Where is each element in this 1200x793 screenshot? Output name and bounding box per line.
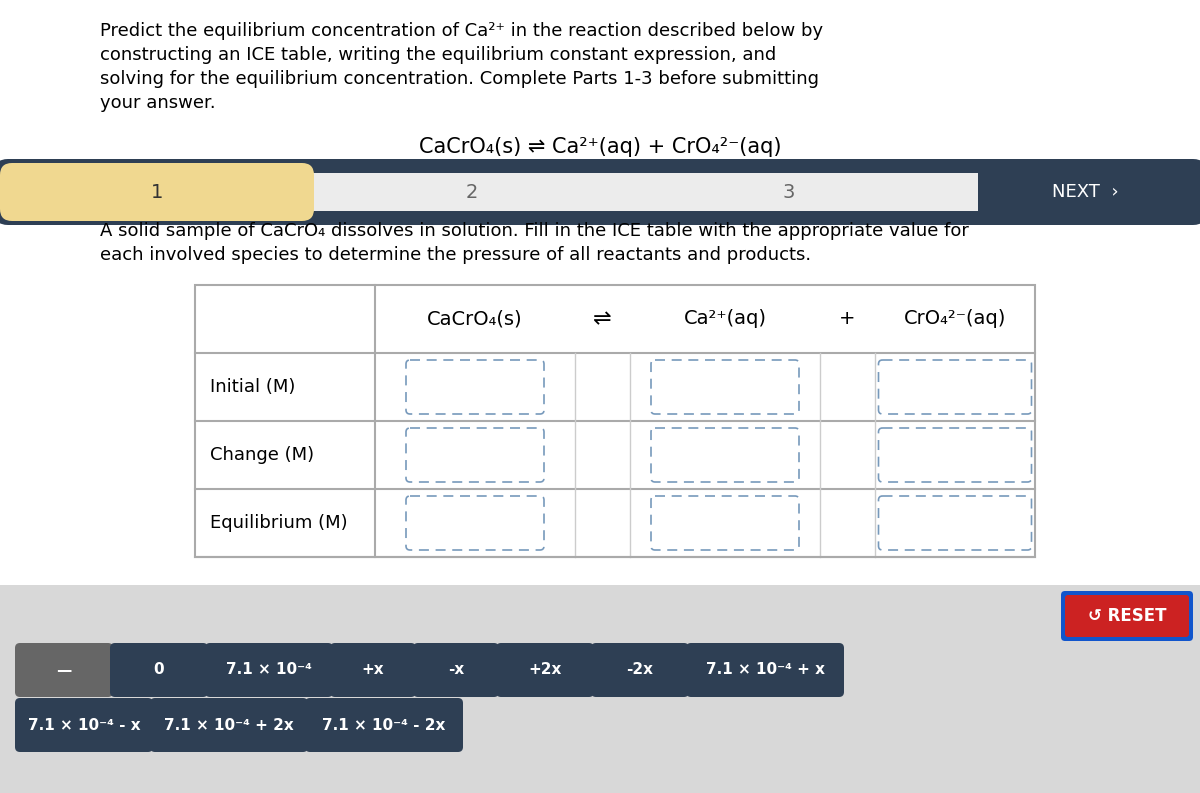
Text: —: —: [56, 662, 72, 677]
Text: NEXT  ›: NEXT ›: [1052, 183, 1118, 201]
Text: -2x: -2x: [626, 662, 654, 677]
FancyBboxPatch shape: [330, 643, 416, 697]
Text: Initial (M): Initial (M): [210, 378, 295, 396]
FancyBboxPatch shape: [1066, 595, 1189, 637]
Text: Change (M): Change (M): [210, 446, 314, 464]
FancyBboxPatch shape: [14, 698, 154, 752]
FancyBboxPatch shape: [413, 643, 499, 697]
Text: +: +: [839, 309, 856, 328]
Text: 7.1 × 10⁻⁴ + x: 7.1 × 10⁻⁴ + x: [706, 662, 824, 677]
FancyBboxPatch shape: [14, 643, 113, 697]
Text: CaCrO₄(s): CaCrO₄(s): [427, 309, 523, 328]
Text: solving for the equilibrium concentration. Complete Parts 1-3 before submitting: solving for the equilibrium concentratio…: [100, 70, 818, 88]
Text: 3: 3: [782, 182, 796, 201]
FancyBboxPatch shape: [1061, 591, 1193, 641]
Text: +2x: +2x: [528, 662, 562, 677]
Text: 7.1 × 10⁻⁴ - 2x: 7.1 × 10⁻⁴ - 2x: [323, 718, 445, 733]
Bar: [194, 285, 1034, 557]
FancyBboxPatch shape: [0, 163, 314, 221]
FancyBboxPatch shape: [110, 643, 208, 697]
Text: 7.1 × 10⁻⁴: 7.1 × 10⁻⁴: [226, 662, 312, 677]
FancyBboxPatch shape: [878, 496, 1032, 550]
Text: ↺ RESET: ↺ RESET: [1087, 607, 1166, 625]
Text: 7.1 × 10⁻⁴ - x: 7.1 × 10⁻⁴ - x: [28, 718, 140, 733]
FancyBboxPatch shape: [150, 698, 308, 752]
Text: your answer.: your answer.: [100, 94, 216, 112]
FancyBboxPatch shape: [650, 360, 799, 414]
FancyBboxPatch shape: [878, 360, 1032, 414]
Text: CrO₄²⁻(aq): CrO₄²⁻(aq): [904, 309, 1006, 328]
Bar: [194, 285, 1034, 557]
Text: 1: 1: [151, 182, 163, 201]
Text: 7.1 × 10⁻⁴ + 2x: 7.1 × 10⁻⁴ + 2x: [164, 718, 294, 733]
Bar: [302, 173, 978, 211]
FancyBboxPatch shape: [878, 428, 1032, 482]
Text: Predict the equilibrium concentration of Ca²⁺ in the reaction described below by: Predict the equilibrium concentration of…: [100, 22, 823, 40]
FancyBboxPatch shape: [686, 643, 844, 697]
FancyBboxPatch shape: [0, 159, 1200, 225]
Text: Ca²⁺(aq): Ca²⁺(aq): [684, 309, 767, 328]
Text: CaCrO₄(s) ⇌ Ca²⁺(aq) + CrO₄²⁻(aq): CaCrO₄(s) ⇌ Ca²⁺(aq) + CrO₄²⁻(aq): [419, 137, 781, 157]
Text: 0: 0: [154, 662, 164, 677]
FancyBboxPatch shape: [650, 428, 799, 482]
FancyBboxPatch shape: [592, 643, 689, 697]
FancyBboxPatch shape: [650, 496, 799, 550]
Text: constructing an ICE table, writing the equilibrium constant expression, and: constructing an ICE table, writing the e…: [100, 46, 776, 64]
FancyBboxPatch shape: [205, 643, 334, 697]
Text: Equilibrium (M): Equilibrium (M): [210, 514, 348, 532]
Bar: [0, 585, 1200, 793]
Text: ⇌: ⇌: [593, 309, 612, 329]
Text: +x: +x: [361, 662, 384, 677]
FancyBboxPatch shape: [406, 360, 544, 414]
Text: each involved species to determine the pressure of all reactants and products.: each involved species to determine the p…: [100, 246, 811, 264]
Text: 2: 2: [466, 182, 478, 201]
FancyBboxPatch shape: [406, 496, 544, 550]
Text: A solid sample of CaCrO₄ dissolves in solution. Fill in the ICE table with the a: A solid sample of CaCrO₄ dissolves in so…: [100, 222, 968, 240]
FancyBboxPatch shape: [406, 428, 544, 482]
Text: -x: -x: [448, 662, 464, 677]
FancyBboxPatch shape: [305, 698, 463, 752]
FancyBboxPatch shape: [496, 643, 594, 697]
